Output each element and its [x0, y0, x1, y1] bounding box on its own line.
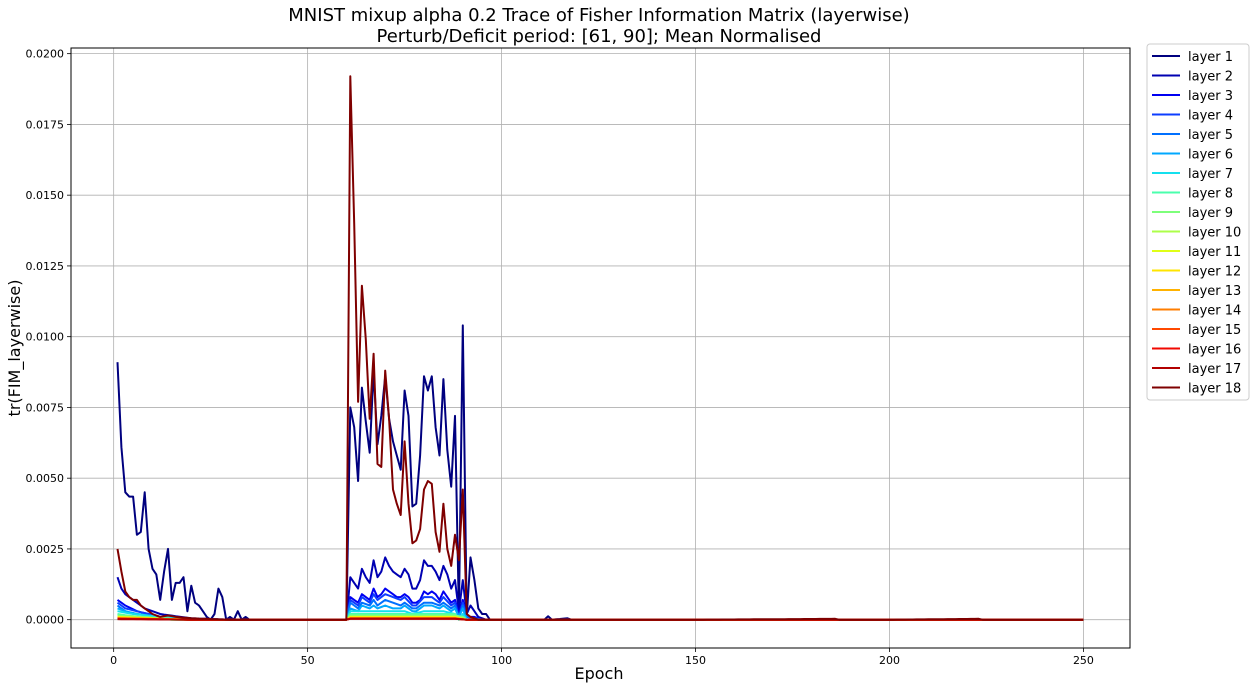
y-tick-label: 0.0025 [26, 543, 65, 556]
legend-label: layer 8 [1188, 187, 1233, 202]
legend: layer 1 layer 2 layer 3 layer 4 layer 5 layer… [1146, 43, 1250, 401]
y-axis-label: tr(FIM_layerwise) [5, 280, 25, 417]
legend-label: layer 2 [1188, 70, 1233, 85]
legend-label: layer 4 [1188, 109, 1233, 124]
legend-label: layer 9 [1188, 206, 1233, 221]
chart-subtitle: Perturb/Deficit period: [61, 90]; Mean N… [377, 26, 822, 47]
x-tick-label: 150 [685, 654, 706, 667]
x-tick-label: 50 [301, 654, 315, 667]
legend-label: layer 6 [1188, 148, 1233, 163]
legend-label: layer 12 [1188, 265, 1241, 280]
axis-ticks: 0 50 100 150 200 250 0.0000 0.0025 0.0050 0.0075 0… [26, 48, 1094, 667]
legend-label: layer 3 [1188, 89, 1233, 104]
y-tick-label: 0.0175 [26, 118, 65, 131]
x-tick-label: 100 [491, 654, 512, 667]
y-tick-label: 0.0050 [26, 472, 65, 485]
legend-label: layer 5 [1188, 128, 1233, 143]
legend-label: layer 14 [1188, 304, 1241, 319]
legend-label: layer 15 [1188, 323, 1241, 338]
legend-label: layer 17 [1188, 362, 1241, 377]
chart-title: MNIST mixup alpha 0.2 Trace of Fisher In… [288, 5, 909, 26]
x-tick-label: 250 [1073, 654, 1094, 667]
series-line-layer-18 [116, 75, 1084, 621]
legend-label: layer 11 [1188, 245, 1241, 260]
legend-label: layer 13 [1188, 284, 1241, 299]
legend-label: layer 1 [1188, 50, 1233, 65]
x-tick-label: 200 [879, 654, 900, 667]
y-tick-label: 0.0150 [26, 189, 65, 202]
legend-label: layer 18 [1188, 382, 1241, 397]
y-tick-label: 0.0200 [26, 48, 65, 61]
y-tick-label: 0.0075 [26, 401, 65, 414]
y-tick-label: 0.0125 [26, 260, 65, 273]
x-axis-label: Epoch [575, 664, 624, 683]
series-lines [116, 75, 1084, 621]
plot-frame [70, 47, 1131, 649]
x-tick-label: 0 [110, 654, 117, 667]
grid [71, 48, 1130, 648]
y-tick-label: 0.0000 [26, 614, 65, 627]
legend-label: layer 16 [1188, 343, 1241, 358]
legend-label: layer 10 [1188, 226, 1241, 241]
legend-label: layer 7 [1188, 167, 1233, 182]
y-tick-label: 0.0100 [26, 331, 65, 344]
